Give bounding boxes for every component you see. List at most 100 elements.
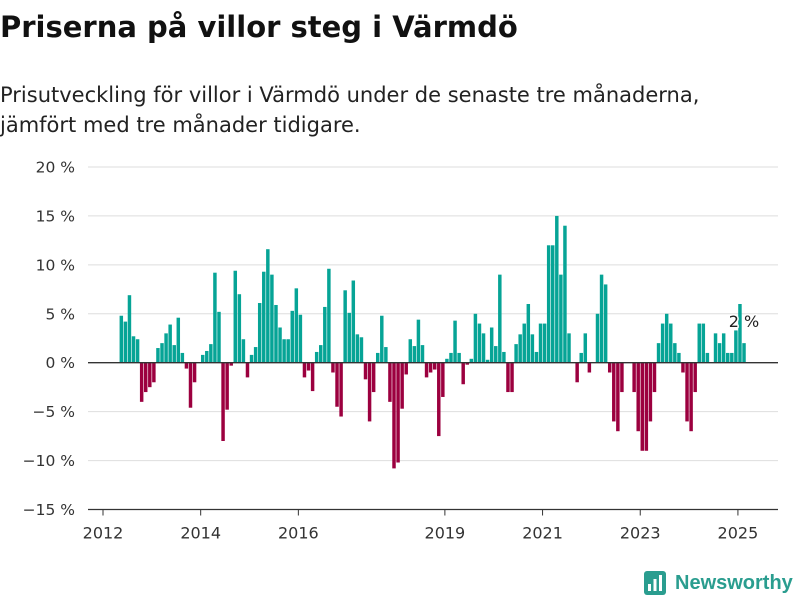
bar-2022-05 [607,362,612,373]
bar-2017-07 [371,362,376,393]
bar-2022-07 [616,362,620,432]
bar-2023-10 [677,352,681,363]
bar-2018-10 [432,362,437,370]
x-tick-label: 2023 [620,524,661,543]
last-value-label: 2 % [729,312,759,331]
bar-2024-05 [705,352,710,363]
bar-chart-logo-icon [644,571,666,595]
bar-2020-11 [534,351,539,363]
bar-2012-05 [119,315,124,363]
bar-2024-08 [717,343,722,363]
y-tick-label: 10 % [36,256,75,274]
bar-2017-10 [384,347,388,363]
bar-2019-02 [449,352,453,363]
bar-2023-07 [664,313,669,363]
bar-2024-09 [721,333,726,363]
bar-2020-08 [522,323,526,363]
bar-2025-01 [738,304,742,363]
y-tick-label: −5 % [32,403,75,421]
logo-text: Newsworthy [675,571,793,594]
bar-2015-10 [286,339,290,363]
bar-2017-11 [388,362,392,402]
bar-2019-05 [461,362,465,385]
bar-2024-11 [730,352,734,363]
bar-2017-04 [359,337,364,363]
bar-2014-08 [229,362,233,366]
bar-2014-09 [233,270,238,363]
bar-2017-06 [367,362,372,422]
bar-2020-03 [502,351,506,363]
bar-2016-01 [298,314,303,363]
x-tick-label: 2019 [425,524,466,543]
bar-2021-03 [551,245,555,363]
axes [88,362,778,516]
bar-2018-06 [416,319,421,363]
annotations: 2 % [727,311,760,333]
bar-2012-07 [127,295,132,363]
bar-2018-01 [396,362,400,463]
y-tick-label: 20 % [36,159,75,177]
bar-2025-02 [742,343,746,363]
bar-2020-01 [494,346,498,363]
bar-2018-04 [408,339,413,363]
bar-2023-05 [656,343,661,363]
bar-2018-11 [437,362,441,437]
bar-2021-04 [555,215,559,363]
bar-2024-02 [693,362,697,393]
bar-2014-12 [245,362,250,378]
bar-2018-12 [441,362,445,397]
bar-2014-11 [241,339,246,363]
bar-2015-03 [257,303,262,363]
bar-2014-06 [221,362,225,441]
bar-2015-02 [253,347,258,363]
bar-2015-05 [266,249,270,363]
y-tick-label: 15 % [36,207,75,225]
chart-subtitle: Prisutveckling för villor i Värmdö under… [0,83,700,137]
bar-2017-03 [355,334,360,363]
bar-2014-01 [200,354,205,363]
x-tick-label: 2012 [83,524,124,543]
bar-2024-10 [726,352,730,363]
bar-2022-02 [595,313,600,363]
bar-2019-07 [469,358,474,363]
bar-2015-04 [262,271,266,363]
bar-2012-10 [139,362,144,402]
bar-2021-12 [587,362,592,373]
y-tick-label: 5 % [45,305,75,323]
gridlines [88,166,778,462]
bar-2018-03 [404,362,408,375]
bar-2013-07 [176,317,181,363]
bar-2020-05 [510,362,514,393]
bar-2022-12 [636,362,640,432]
bar-2014-05 [217,311,221,363]
bar-2016-03 [306,362,311,371]
x-tick-label: 2014 [180,524,221,543]
bar-2015-06 [270,274,274,363]
bar-2016-04 [310,362,315,392]
bar-2019-03 [453,320,457,363]
bar-2016-06 [319,345,323,363]
bar-2013-04 [164,333,168,363]
bar-2018-08 [424,362,429,378]
bars [119,215,746,469]
bar-2013-10 [188,362,193,408]
bar-2024-04 [701,323,706,363]
bar-2016-07 [323,306,327,363]
bar-2021-06 [563,225,567,363]
bar-2021-02 [546,245,551,363]
bar-2019-04 [457,352,461,363]
bar-2016-11 [339,362,343,417]
bar-2020-07 [518,334,522,363]
bar-2023-06 [660,323,665,363]
bar-2015-08 [278,327,282,363]
bar-2017-02 [351,280,356,363]
bar-2022-11 [632,362,636,393]
bar-2015-12 [294,288,299,363]
bar-2018-02 [400,362,404,409]
bar-2016-09 [331,362,335,373]
y-tick-label: 0 % [45,354,75,372]
bar-2023-09 [673,343,677,363]
bar-2019-01 [445,358,449,363]
bar-2012-11 [144,362,148,393]
